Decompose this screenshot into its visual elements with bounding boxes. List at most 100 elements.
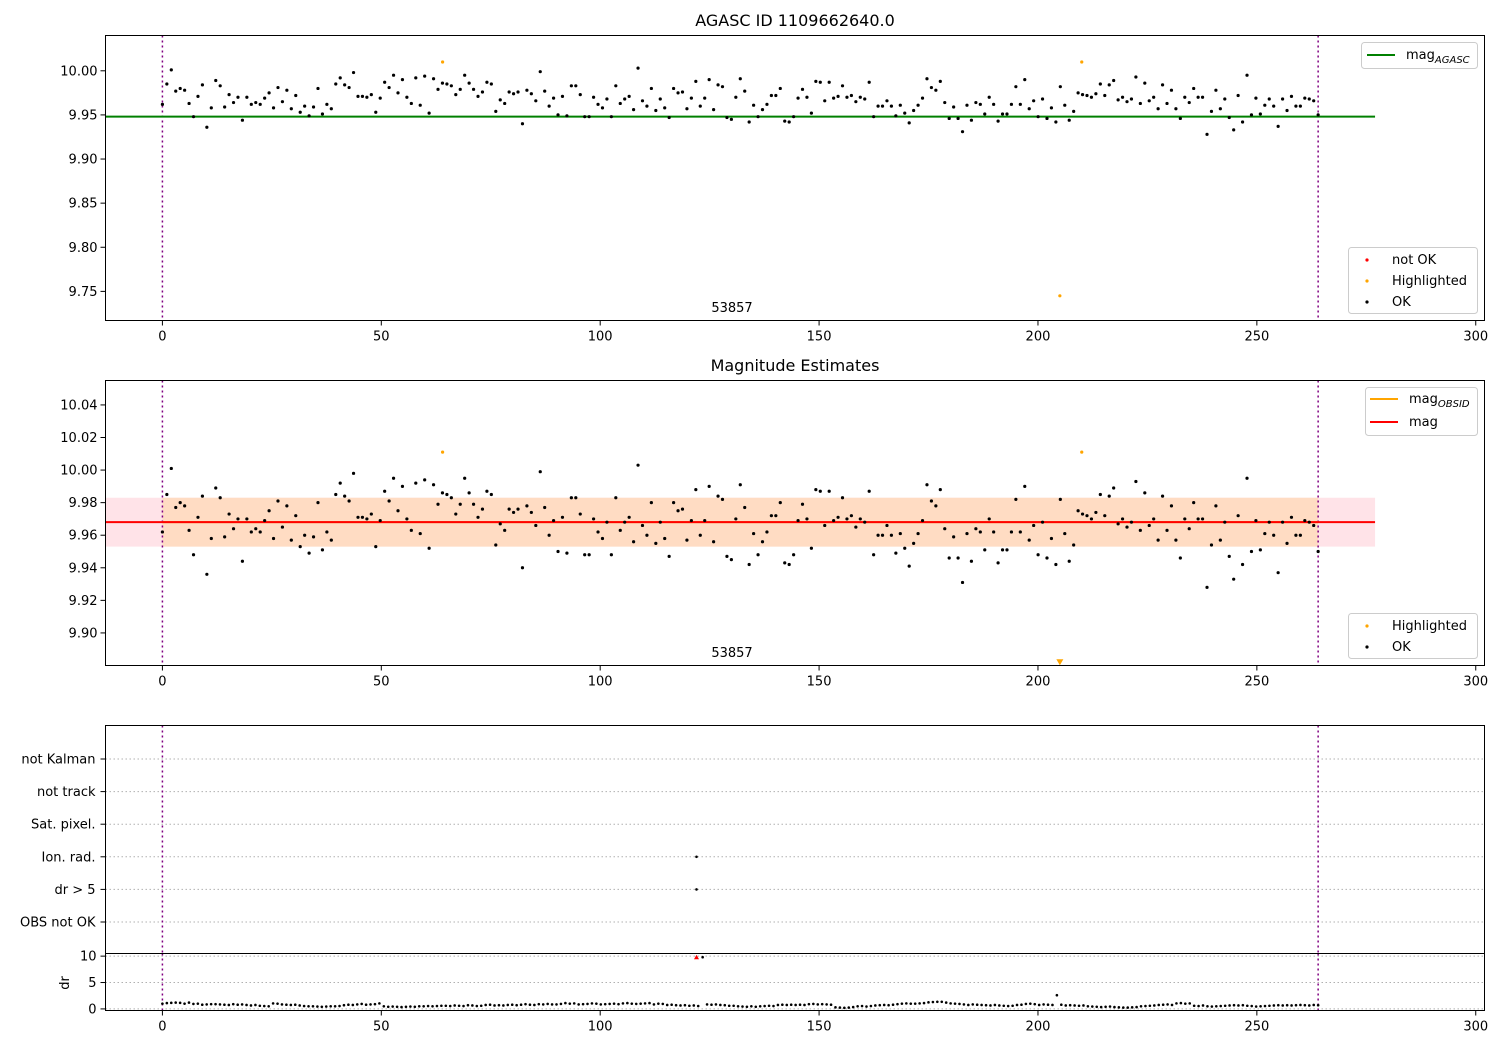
dr-point xyxy=(258,1004,262,1008)
ok-point xyxy=(365,517,369,521)
ok-point xyxy=(676,91,680,95)
dr-point xyxy=(785,1003,789,1007)
x-tick-label: 0 xyxy=(158,330,166,345)
legend-marker-not-ok xyxy=(1365,258,1369,262)
ok-point xyxy=(832,96,836,100)
ok-point xyxy=(898,531,902,536)
ok-point xyxy=(183,504,187,508)
ok-point xyxy=(627,94,631,98)
ok-point xyxy=(494,543,498,547)
ok-point xyxy=(529,510,533,515)
ok-point xyxy=(467,491,471,495)
ok-point xyxy=(729,558,733,562)
ok-point xyxy=(396,509,400,513)
ok-point xyxy=(214,78,218,83)
ok-point xyxy=(1067,118,1071,122)
dr-axis-label: dr xyxy=(58,976,73,990)
dr-point xyxy=(767,1004,771,1008)
ok-point xyxy=(280,525,285,529)
ok-point xyxy=(449,84,453,88)
ok-point xyxy=(351,70,356,75)
highlighted-point xyxy=(1080,450,1084,454)
ok-point xyxy=(867,489,871,493)
ok-point xyxy=(725,554,729,558)
ok-point xyxy=(183,88,187,92)
dr-point xyxy=(1192,1004,1196,1008)
ok-point xyxy=(694,79,698,83)
ok-point xyxy=(511,92,516,96)
ok-point xyxy=(418,531,422,536)
ok-point xyxy=(1196,95,1200,99)
ok-point xyxy=(952,105,956,109)
ok-point xyxy=(1254,518,1258,523)
ok-point xyxy=(1040,520,1045,524)
ok-point xyxy=(1058,497,1062,501)
dr-point xyxy=(285,1003,288,1006)
ok-point xyxy=(471,502,476,506)
flag-label: OBS not OK xyxy=(20,916,96,931)
dr-point xyxy=(834,1006,837,1009)
ok-point xyxy=(1245,73,1249,77)
ok-point xyxy=(1143,491,1147,495)
dr-point xyxy=(1091,1005,1094,1008)
ok-point xyxy=(747,120,751,124)
dr-point xyxy=(882,1003,886,1007)
ok-point xyxy=(560,94,565,98)
ok-point xyxy=(738,77,742,81)
ok-point xyxy=(178,86,182,91)
panel1-legend-upper: magAGASC xyxy=(1361,42,1478,69)
dr-point xyxy=(993,1003,997,1007)
dr-point xyxy=(479,1004,483,1008)
legend-marker-highlighted xyxy=(1365,279,1369,283)
panel1-y-axis: 10.00 9.95 9.90 9.85 9.80 9.75 xyxy=(60,64,106,300)
dr-point xyxy=(1006,1004,1010,1008)
panel1-legend-lower: not OK Highlighted OK xyxy=(1348,247,1478,314)
ok-point xyxy=(538,70,542,74)
dr-y-tick-label: 5 xyxy=(88,976,96,991)
ok-point xyxy=(218,84,222,88)
ok-point xyxy=(983,112,987,116)
ok-point xyxy=(1009,530,1014,534)
ok-point xyxy=(720,497,725,501)
ok-point xyxy=(631,540,636,544)
y-tick-label: 9.94 xyxy=(69,561,98,576)
ok-point xyxy=(538,470,542,474)
ok-point xyxy=(965,531,969,536)
ok-point xyxy=(445,492,449,497)
ok-point xyxy=(1196,517,1200,521)
ok-point xyxy=(654,108,658,113)
ok-point xyxy=(987,95,991,99)
ok-point xyxy=(832,518,836,523)
ok-point xyxy=(712,108,716,112)
dr-point xyxy=(444,1004,448,1008)
ok-point xyxy=(956,116,960,121)
ok-point xyxy=(191,553,196,557)
ok-point xyxy=(836,515,840,519)
ok-point xyxy=(440,491,445,495)
ok-point xyxy=(307,114,311,118)
y-tick-label: 10.04 xyxy=(60,398,97,413)
dr-point xyxy=(1272,1004,1276,1007)
ok-point xyxy=(756,553,760,557)
ok-point xyxy=(1312,523,1316,528)
ok-point xyxy=(752,531,756,536)
ok-point xyxy=(547,104,551,108)
ok-point xyxy=(289,538,293,542)
dr-point xyxy=(400,1005,403,1009)
ok-point xyxy=(547,533,551,537)
ok-point xyxy=(1294,533,1298,537)
ok-point xyxy=(636,463,640,467)
dr-point xyxy=(962,1003,966,1006)
ok-point xyxy=(343,494,347,498)
ok-point xyxy=(356,94,360,98)
dr-point xyxy=(971,1003,975,1006)
ok-point xyxy=(796,518,800,523)
ok-point xyxy=(947,556,951,560)
ok-point xyxy=(667,115,671,120)
dr-point xyxy=(590,1002,594,1005)
dr-point xyxy=(1268,1004,1271,1008)
ok-point xyxy=(1236,93,1240,98)
dr-point xyxy=(440,1004,443,1008)
dr-point xyxy=(1219,1004,1223,1008)
